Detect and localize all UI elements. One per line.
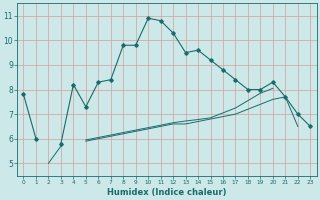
X-axis label: Humidex (Indice chaleur): Humidex (Indice chaleur) bbox=[107, 188, 227, 197]
